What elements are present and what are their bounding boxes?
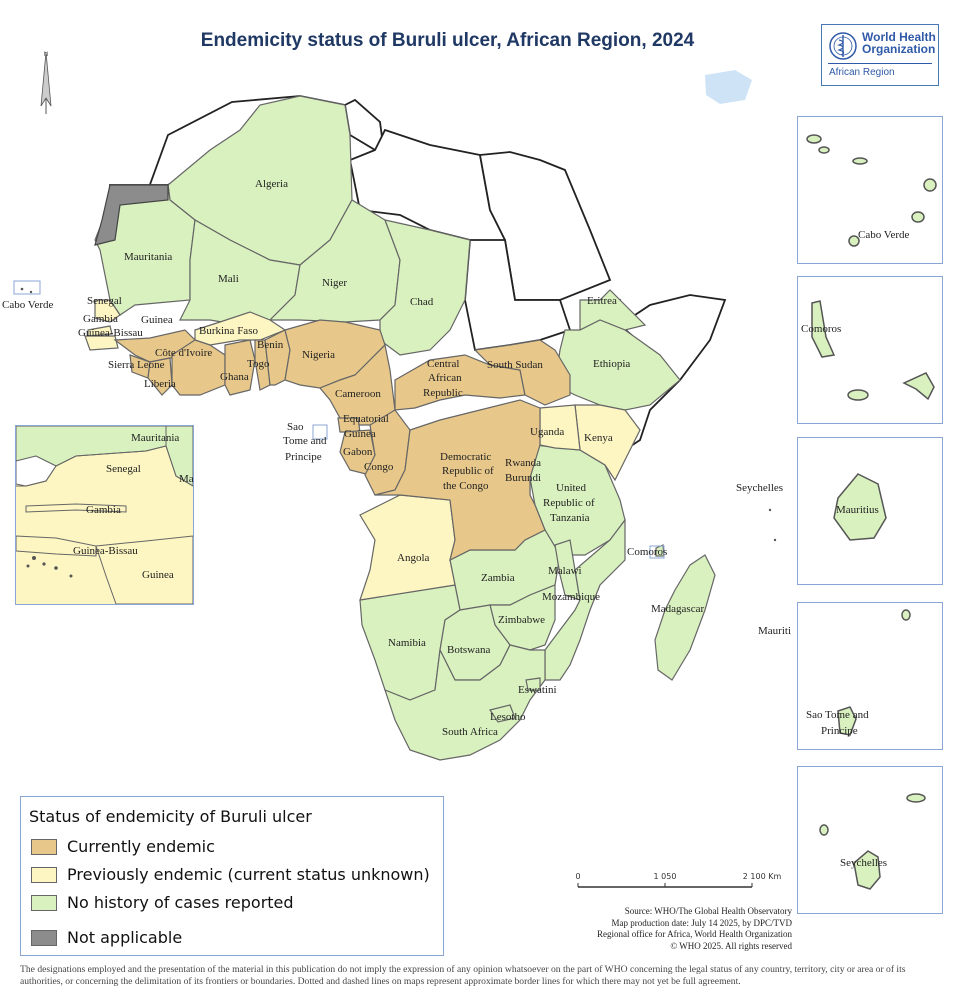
legend-swatch xyxy=(31,895,57,911)
svg-text:Zimbabwe: Zimbabwe xyxy=(498,614,545,626)
map-legend: Status of endemicity of Buruli ulcer Cur… xyxy=(20,796,444,956)
svg-text:Guinea-Bissau: Guinea-Bissau xyxy=(78,327,143,339)
island-markers xyxy=(13,280,665,559)
svg-text:Rwanda: Rwanda xyxy=(505,457,541,469)
not-applicable-countries xyxy=(94,184,169,246)
svg-text:Senegal: Senegal xyxy=(87,295,122,307)
country-labels: Algeria Mauritania Mali Niger Chad Eritr… xyxy=(2,178,791,738)
svg-text:Central: Central xyxy=(427,358,459,370)
svg-text:Burundi: Burundi xyxy=(505,472,541,484)
svg-text:Comoros: Comoros xyxy=(627,546,667,558)
svg-text:Eritrea: Eritrea xyxy=(587,295,617,307)
svg-text:Nigeria: Nigeria xyxy=(302,349,335,361)
svg-text:Tome and: Tome and xyxy=(283,435,327,447)
svg-text:Uganda: Uganda xyxy=(530,426,564,438)
svg-text:Angola: Angola xyxy=(397,552,430,564)
svg-text:United: United xyxy=(556,482,586,494)
svg-text:1 050: 1 050 xyxy=(654,872,677,881)
who-emblem-icon xyxy=(829,32,857,60)
inset-sao-tome-principe: Sao Tome and Principe xyxy=(797,602,943,750)
svg-text:African: African xyxy=(428,372,462,384)
svg-text:Equatorial: Equatorial xyxy=(343,413,389,425)
svg-text:Benin: Benin xyxy=(257,339,284,351)
svg-text:Mauritania: Mauritania xyxy=(124,251,172,263)
svg-text:Republic of: Republic of xyxy=(543,497,595,509)
currently-endemic-countries xyxy=(113,319,571,562)
north-arrow-icon: N xyxy=(40,51,52,114)
svg-text:2 100 Km: 2 100 Km xyxy=(743,872,782,881)
svg-text:Principe: Principe xyxy=(285,451,322,463)
svg-text:Gambia: Gambia xyxy=(83,313,118,325)
svg-text:Lesotho: Lesotho xyxy=(490,711,526,723)
inset-cabo-verde: Cabo Verde xyxy=(797,116,943,264)
svg-text:Madagascar: Madagascar xyxy=(651,603,704,615)
svg-text:South Africa: South Africa xyxy=(442,726,498,738)
previously-endemic-countries xyxy=(84,299,641,601)
legend-title: Status of endemicity of Buruli ulcer xyxy=(29,807,312,826)
svg-text:Seychelles: Seychelles xyxy=(736,482,783,494)
svg-text:Gabon: Gabon xyxy=(343,446,373,458)
svg-text:N: N xyxy=(44,51,49,58)
svg-text:Guinea: Guinea xyxy=(141,314,173,326)
legend-swatch xyxy=(31,839,57,855)
svg-text:Republic: Republic xyxy=(423,387,463,399)
svg-text:Côte d'Ivoire: Côte d'Ivoire xyxy=(155,347,212,359)
svg-text:0: 0 xyxy=(575,872,580,881)
inset-west-africa: Mauritania Senegal Ma Gambia Guinea-Biss… xyxy=(15,425,194,605)
svg-text:Burkina Faso: Burkina Faso xyxy=(199,325,258,337)
svg-text:Cameroon: Cameroon xyxy=(335,388,381,400)
non-region-countries xyxy=(109,95,727,452)
disclaimer-text: The designations employed and the presen… xyxy=(20,964,906,987)
svg-text:Cabo Verde: Cabo Verde xyxy=(2,299,54,311)
svg-text:Mali: Mali xyxy=(218,273,239,285)
svg-text:Mauriti: Mauriti xyxy=(758,625,791,637)
no-history-countries xyxy=(94,95,716,761)
small-island-dots xyxy=(20,287,777,542)
svg-text:Chad: Chad xyxy=(410,296,434,308)
inset-seychelles: Seychelles xyxy=(797,766,943,914)
svg-text:Kenya: Kenya xyxy=(584,432,613,444)
svg-text:Liberia: Liberia xyxy=(144,378,176,390)
svg-text:Guinea: Guinea xyxy=(344,428,376,440)
svg-text:Congo: Congo xyxy=(364,461,394,473)
map-water-bodies xyxy=(705,70,752,104)
svg-text:Eswatini: Eswatini xyxy=(518,684,557,696)
svg-text:South Sudan: South Sudan xyxy=(487,359,543,371)
svg-text:Democratic: Democratic xyxy=(440,451,491,463)
svg-text:Ghana: Ghana xyxy=(220,371,249,383)
map-title: Endemicity status of Buruli ulcer, Afric… xyxy=(200,30,695,51)
legend-swatch xyxy=(31,867,57,883)
svg-text:Namibia: Namibia xyxy=(388,637,426,649)
svg-text:Togo: Togo xyxy=(247,358,270,370)
svg-text:Tanzania: Tanzania xyxy=(550,512,590,524)
map-source-note: Source: WHO/The Global Health Observator… xyxy=(597,906,792,951)
who-logo-region: African Region xyxy=(829,67,895,78)
legend-swatch xyxy=(31,930,57,946)
svg-text:Zambia: Zambia xyxy=(481,572,515,584)
svg-text:Malawi: Malawi xyxy=(548,565,582,577)
svg-text:Algeria: Algeria xyxy=(255,178,288,190)
svg-text:Niger: Niger xyxy=(322,277,347,289)
svg-text:Sao: Sao xyxy=(287,421,304,433)
inset-mauritius: Mauritius xyxy=(797,437,943,585)
scale-bar: 0 1 050 2 100 Km xyxy=(575,872,782,888)
who-logo-name: World Health Organization xyxy=(862,30,936,56)
svg-text:the Congo: the Congo xyxy=(443,480,489,492)
svg-text:Ethiopia: Ethiopia xyxy=(593,358,630,370)
who-logo: World Health Organization African Region xyxy=(821,24,939,86)
svg-text:Sierra Leone: Sierra Leone xyxy=(108,359,165,371)
svg-text:Mozambique: Mozambique xyxy=(542,591,600,603)
svg-text:Botswana: Botswana xyxy=(447,644,491,656)
inset-comoros: Comoros xyxy=(797,276,943,424)
svg-text:Republic of: Republic of xyxy=(442,465,494,477)
